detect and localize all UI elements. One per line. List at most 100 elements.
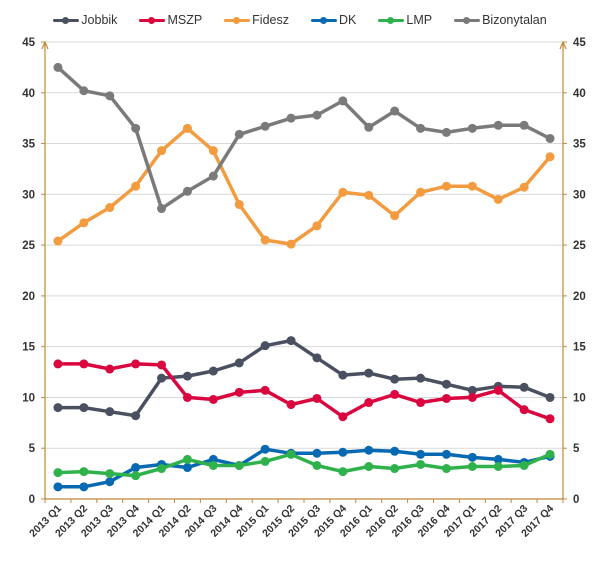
- y-tick-label: 30: [22, 189, 35, 201]
- legend-item-lmp[interactable]: LMP: [378, 13, 432, 27]
- data-point-mszp: [182, 392, 192, 402]
- data-point-lmp: [364, 462, 374, 472]
- data-point-mszp: [208, 394, 218, 404]
- data-point-jobbik: [364, 368, 374, 378]
- legend-dot: [62, 16, 70, 24]
- data-point-fidesz: [338, 187, 348, 197]
- data-point-lmp: [493, 462, 503, 472]
- data-point-lmp: [338, 467, 348, 477]
- data-point-jobbik: [312, 353, 322, 363]
- y2-tick-label: 25: [573, 240, 586, 252]
- data-point-lmp: [519, 460, 529, 470]
- legend-marker-icon: [378, 15, 405, 25]
- data-point-dk: [182, 463, 192, 473]
- data-point-mszp: [390, 389, 400, 399]
- data-point-bizonytalan: [157, 204, 167, 214]
- data-point-lmp: [79, 467, 89, 477]
- legend-label: MSZP: [167, 13, 203, 27]
- data-point-bizonytalan: [416, 123, 426, 133]
- data-point-fidesz: [493, 194, 503, 204]
- data-point-dk: [312, 448, 322, 458]
- y-tick-label: 5: [29, 443, 36, 455]
- data-point-fidesz: [105, 203, 115, 213]
- data-point-lmp: [260, 456, 270, 466]
- data-point-dk: [441, 449, 451, 459]
- data-point-lmp: [286, 449, 296, 459]
- data-point-jobbik: [182, 371, 192, 381]
- y-tick-label: 20: [22, 291, 35, 303]
- data-point-bizonytalan: [390, 106, 400, 116]
- data-point-bizonytalan: [53, 62, 63, 72]
- y-tick-label: 10: [22, 392, 35, 404]
- data-point-fidesz: [286, 239, 296, 249]
- legend-label: Jobbik: [81, 13, 118, 27]
- legend-marker-icon: [224, 15, 251, 25]
- data-point-lmp: [441, 464, 451, 474]
- data-point-mszp: [157, 360, 167, 370]
- data-point-mszp: [519, 405, 529, 415]
- data-point-jobbik: [53, 403, 63, 413]
- data-point-dk: [390, 446, 400, 456]
- y2-axis-arrow-icon: [559, 40, 567, 50]
- data-point-mszp: [286, 400, 296, 410]
- data-point-jobbik: [131, 411, 141, 421]
- legend-marker-icon: [454, 15, 481, 25]
- data-point-dk: [338, 447, 348, 457]
- data-point-fidesz: [312, 221, 322, 231]
- legend-dot: [320, 16, 327, 24]
- data-point-bizonytalan: [545, 133, 555, 143]
- data-point-mszp: [441, 393, 451, 403]
- legend-dot: [463, 16, 471, 24]
- data-point-bizonytalan: [467, 123, 477, 133]
- data-point-mszp: [545, 414, 555, 424]
- data-point-fidesz: [260, 235, 270, 245]
- data-point-jobbik: [157, 373, 167, 383]
- data-point-fidesz: [131, 181, 141, 191]
- data-point-mszp: [364, 398, 374, 408]
- data-point-jobbik: [79, 403, 89, 413]
- data-point-mszp: [338, 412, 348, 422]
- data-point-jobbik: [105, 407, 115, 417]
- data-point-lmp: [208, 460, 218, 470]
- data-point-fidesz: [441, 181, 451, 191]
- data-point-mszp: [79, 359, 89, 369]
- data-point-fidesz: [519, 182, 529, 192]
- data-point-bizonytalan: [260, 121, 270, 131]
- data-point-mszp: [467, 392, 477, 402]
- y2-tick-label: 45: [573, 37, 586, 49]
- data-point-jobbik: [286, 336, 296, 346]
- legend-dot: [148, 16, 156, 24]
- legend-item-mszp[interactable]: MSZP: [139, 13, 202, 27]
- data-point-jobbik: [338, 370, 348, 380]
- legend-dot: [233, 16, 241, 24]
- data-point-lmp: [416, 459, 426, 469]
- data-point-bizonytalan: [79, 86, 89, 96]
- data-point-fidesz: [545, 152, 555, 162]
- data-point-bizonytalan: [234, 129, 244, 139]
- legend-item-bizonytalan[interactable]: Bizonytalan: [454, 13, 547, 27]
- legend-label: Fidesz: [252, 13, 289, 27]
- data-point-jobbik: [260, 341, 270, 351]
- data-point-lmp: [312, 460, 322, 470]
- data-point-mszp: [105, 364, 115, 374]
- legend-item-dk[interactable]: DK: [311, 13, 356, 27]
- data-point-bizonytalan: [105, 91, 115, 101]
- data-point-fidesz: [53, 236, 63, 246]
- legend-marker-icon: [311, 15, 337, 25]
- y-tick-label: 45: [22, 37, 35, 49]
- y2-tick-label: 20: [573, 291, 586, 303]
- data-point-dk: [131, 463, 141, 473]
- data-point-bizonytalan: [182, 186, 192, 196]
- legend-item-jobbik[interactable]: Jobbik: [53, 13, 117, 27]
- data-point-lmp: [182, 454, 192, 464]
- legend-item-fidesz[interactable]: Fidesz: [224, 13, 289, 27]
- data-point-mszp: [312, 393, 322, 403]
- data-point-dk: [79, 482, 89, 492]
- data-point-lmp: [467, 462, 477, 472]
- data-point-lmp: [105, 469, 115, 479]
- y-tick-label: 35: [22, 139, 35, 151]
- data-point-bizonytalan: [493, 120, 503, 130]
- legend-marker-icon: [53, 15, 80, 25]
- legend-marker-icon: [139, 15, 166, 25]
